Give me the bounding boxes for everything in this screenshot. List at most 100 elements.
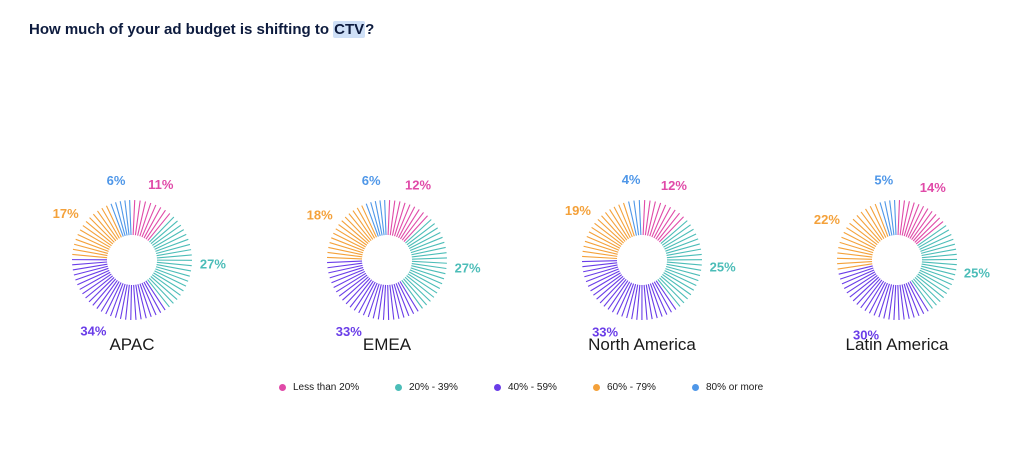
slice-line: [82, 273, 112, 295]
slice-line: [342, 276, 369, 301]
slice-line: [338, 224, 368, 246]
slice-40-59: [838, 265, 929, 320]
slice-less-than-20: [387, 200, 428, 242]
slice-40-59: [327, 260, 419, 320]
slice-line: [921, 265, 956, 276]
legend: Less than 20% 20% - 39% 40% - 59% 60% - …: [0, 379, 1024, 395]
slice-line: [849, 222, 878, 246]
slice-line: [594, 222, 623, 246]
slice-60-79: [327, 205, 377, 260]
slice-line: [341, 220, 369, 245]
slice-line: [155, 243, 191, 255]
slice-line: [879, 202, 891, 237]
chart-title: Latin America: [846, 335, 950, 354]
legend-dot: [395, 383, 402, 391]
donut-chart: 11% 27% 34% 17% 6% APAC: [53, 173, 227, 354]
slice-line: [905, 203, 920, 237]
donut-chart: 12% 27% 33% 18% 6% EMEA: [307, 173, 481, 354]
slice-line: [653, 281, 672, 313]
slice-line: [843, 231, 876, 249]
slice-80-plus: [628, 200, 642, 236]
legend-dot: [692, 383, 699, 391]
slice-line: [372, 284, 382, 319]
slice-line: [153, 229, 185, 248]
slice-line: [389, 284, 395, 320]
slice-line: [616, 282, 633, 315]
data-label-20-39: 25%: [964, 266, 990, 281]
slice-line: [591, 226, 622, 247]
slice-line: [72, 248, 108, 257]
slice-line: [899, 284, 905, 320]
data-label-20-39: 27%: [200, 257, 226, 272]
slice-line: [329, 266, 364, 279]
slice-line: [356, 207, 376, 239]
slice-line: [387, 284, 390, 320]
slice-line: [651, 204, 667, 238]
slice-20-39: [911, 225, 958, 309]
slice-line: [132, 200, 136, 236]
legend-dot: [593, 383, 600, 391]
slice-line: [147, 213, 171, 241]
slice-line: [72, 253, 108, 259]
slice-line: [920, 243, 956, 254]
slice-line: [601, 215, 626, 242]
slice-line: [653, 206, 672, 239]
slice-line: [901, 201, 910, 236]
slice-line: [135, 284, 142, 320]
slice-line: [73, 265, 108, 276]
slice-line: [133, 284, 137, 320]
legend-dot: [494, 383, 501, 391]
slice-line: [155, 238, 189, 252]
title-prefix: How much of your ad budget is shifting t…: [29, 21, 334, 38]
slice-line: [156, 261, 192, 267]
slice-line: [665, 238, 699, 252]
slice-line: [585, 268, 619, 283]
slice-line: [155, 268, 189, 282]
data-label-20-39: 27%: [455, 260, 481, 275]
slice-line: [149, 216, 175, 243]
slice-line: [914, 217, 941, 243]
slice-line: [370, 202, 381, 237]
legend-label: 80% or more: [706, 381, 764, 393]
slice-line: [588, 231, 621, 249]
slice-line: [401, 212, 424, 241]
slice-line: [897, 284, 900, 320]
slice-line: [327, 251, 363, 258]
slice-line: [344, 216, 370, 243]
slice-line: [75, 267, 109, 281]
slice-line: [391, 284, 400, 319]
slice-line: [145, 209, 166, 240]
slice-line: [907, 205, 925, 238]
slice-line: [911, 279, 933, 309]
chart-title: North America: [588, 335, 696, 354]
slice-line: [88, 277, 115, 303]
legend-item-60-79: 60% - 79%: [593, 379, 656, 395]
slice-line: [129, 200, 132, 236]
slice-line: [909, 208, 929, 239]
slice-line: [147, 279, 170, 308]
slice-line: [349, 279, 373, 308]
chart-title: APAC: [109, 335, 154, 354]
slice-line: [152, 224, 182, 246]
slice-line: [403, 215, 428, 242]
slice-line: [156, 254, 192, 259]
slice-line: [837, 263, 873, 270]
slice-line: [916, 275, 944, 299]
slice-line: [352, 210, 374, 240]
slice-line: [903, 283, 915, 318]
slice-line: [607, 280, 629, 310]
slice-line: [403, 278, 428, 306]
slice-line: [921, 253, 957, 259]
slice-line: [406, 275, 435, 298]
slice-line: [382, 284, 387, 320]
slice-line: [665, 243, 700, 254]
slice-line: [119, 201, 128, 236]
slice-line: [154, 233, 187, 250]
slice-40-59: [71, 259, 166, 321]
slice-line: [864, 280, 885, 312]
slice-line: [75, 238, 109, 252]
slice-line: [628, 201, 637, 236]
slice-line: [73, 243, 109, 254]
slice-line: [849, 275, 878, 298]
slice-line: [664, 233, 697, 250]
